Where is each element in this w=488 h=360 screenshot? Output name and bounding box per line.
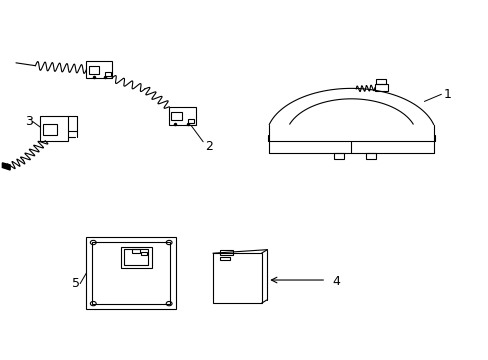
- Bar: [86, 237, 176, 309]
- Bar: [187, 119, 194, 123]
- Bar: [40, 116, 68, 141]
- Bar: [171, 112, 182, 120]
- Bar: [212, 253, 261, 303]
- Bar: [42, 123, 57, 135]
- Bar: [89, 66, 99, 73]
- Bar: [169, 107, 196, 125]
- Bar: [123, 249, 148, 265]
- Bar: [220, 250, 232, 255]
- Bar: [92, 242, 170, 304]
- Text: 3: 3: [25, 114, 33, 127]
- Text: 5: 5: [72, 277, 80, 290]
- Bar: [334, 153, 344, 158]
- Polygon shape: [2, 163, 10, 170]
- Bar: [220, 257, 229, 260]
- Bar: [131, 249, 140, 253]
- Text: 1: 1: [443, 88, 451, 101]
- Bar: [374, 84, 387, 91]
- Bar: [366, 153, 375, 158]
- Bar: [141, 252, 147, 255]
- Bar: [105, 72, 111, 76]
- Text: 4: 4: [331, 275, 339, 288]
- Bar: [120, 247, 152, 267]
- Text: 2: 2: [205, 140, 213, 153]
- Bar: [86, 61, 112, 78]
- Bar: [375, 78, 386, 84]
